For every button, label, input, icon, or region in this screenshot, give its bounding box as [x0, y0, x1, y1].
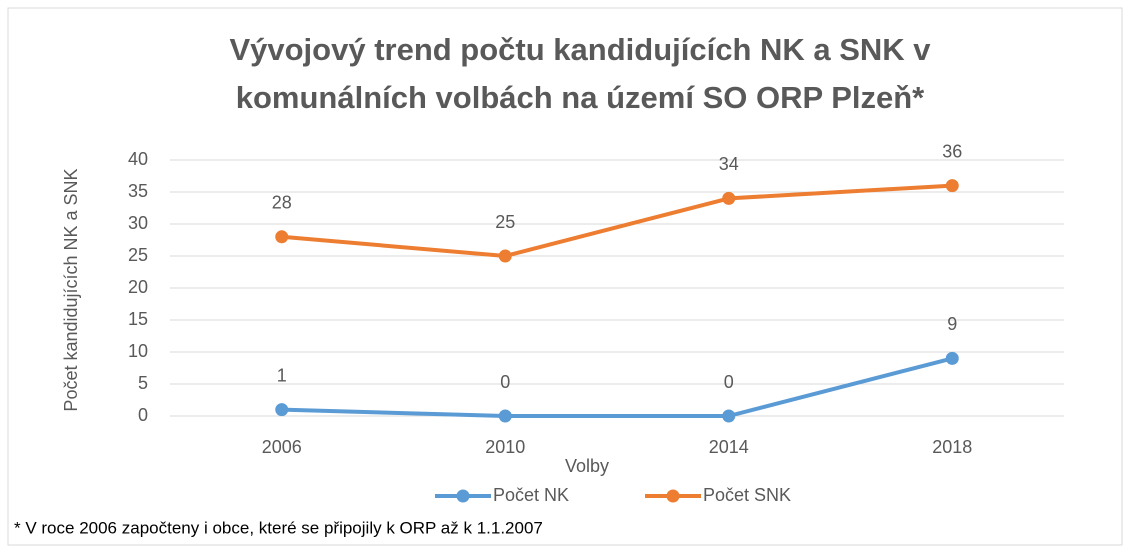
series-line [279, 356, 955, 418]
footnote: * V roce 2006 započteny i obce, které se… [14, 518, 543, 537]
y-tick-label: 30 [128, 213, 148, 233]
data-label: 1 [277, 365, 287, 385]
data-label: 34 [719, 154, 739, 174]
y-tick-label: 35 [128, 181, 148, 201]
data-point [945, 351, 959, 365]
data-point [945, 179, 959, 193]
data-point [275, 230, 289, 244]
x-tick-label: 2018 [932, 437, 972, 457]
legend-marker [456, 489, 470, 503]
data-point [722, 409, 736, 423]
y-tick-label: 20 [128, 277, 148, 297]
data-label: 25 [495, 212, 515, 232]
legend-label: Počet SNK [703, 485, 791, 505]
y-tick-label: 5 [138, 373, 148, 393]
x-tick-label: 2006 [262, 437, 302, 457]
chart-title: Vývojový trend počtu kandidujících NK a … [229, 32, 931, 67]
y-tick-label: 10 [128, 341, 148, 361]
y-axis-label: Počet kandidujících NK a SNK [61, 168, 81, 411]
y-tick-label: 15 [128, 309, 148, 329]
x-tick-label: 2010 [485, 437, 525, 457]
y-tick-label: 25 [128, 245, 148, 265]
data-label: 36 [942, 141, 962, 161]
data-label: 0 [724, 372, 734, 392]
y-tick-label: 0 [138, 405, 148, 425]
chart-title: komunálních volbách na území SO ORP Plze… [236, 80, 925, 115]
legend-label: Počet NK [493, 485, 569, 505]
legend-marker [666, 489, 680, 503]
data-label: 9 [947, 314, 957, 334]
data-label: 28 [272, 193, 292, 213]
x-axis-label: Volby [565, 456, 609, 476]
data-point [275, 403, 289, 417]
data-label: 0 [500, 372, 510, 392]
x-tick-label: 2014 [709, 437, 749, 457]
data-point [498, 249, 512, 263]
y-tick-label: 40 [128, 149, 148, 169]
data-point [722, 191, 736, 205]
series-line [279, 183, 955, 258]
chart-frame [7, 7, 1123, 546]
data-point [498, 409, 512, 423]
